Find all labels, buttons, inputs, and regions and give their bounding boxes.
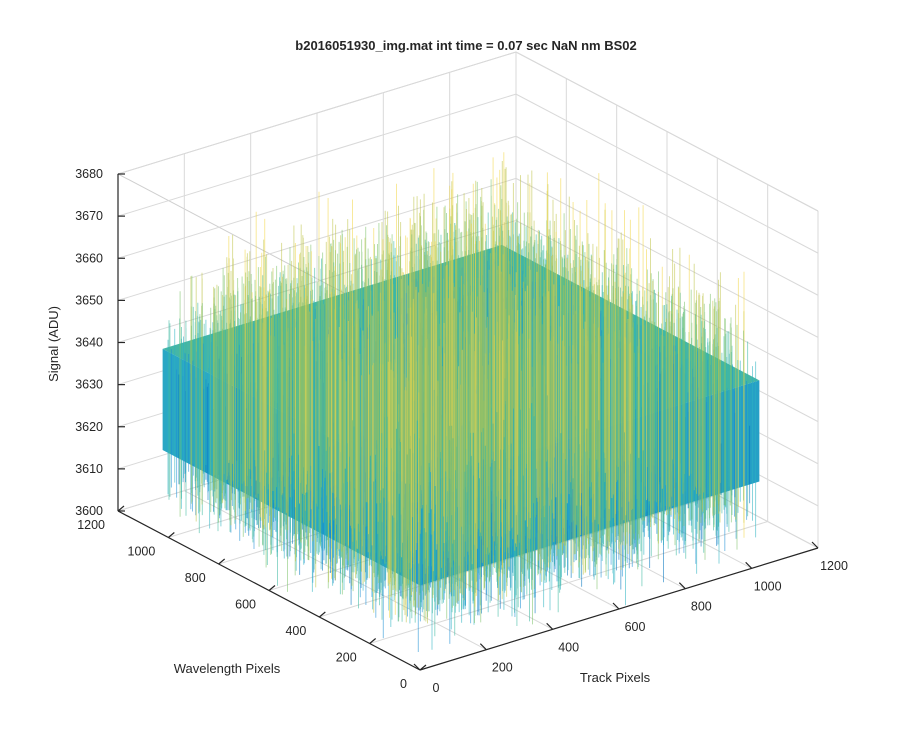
z-tick-label: 3620 — [75, 420, 103, 434]
y-tick-label: 800 — [185, 571, 206, 585]
z-tick-label: 3600 — [75, 504, 103, 518]
tick-marks — [117, 173, 819, 671]
x-tick — [745, 561, 753, 569]
z-tick-label: 3660 — [75, 251, 103, 265]
y-tick — [318, 611, 326, 618]
z-tick-label: 3680 — [75, 167, 103, 181]
x-tick — [811, 541, 819, 549]
wall-grid-z2 — [515, 51, 819, 212]
tick-labels: 0 200 400 600 800 1000 1200 0 200 400 600 800 1000 12… — [75, 167, 848, 695]
x-tick-label: 400 — [558, 640, 579, 654]
x-tick-label: 600 — [625, 620, 646, 634]
x-tick — [678, 582, 686, 590]
y-tick-label: 1000 — [128, 545, 156, 559]
x-tick — [479, 643, 487, 651]
wall-grid-z — [117, 51, 517, 175]
x-tick-label: 200 — [492, 661, 513, 675]
z-tick-label: 3640 — [75, 336, 103, 350]
x-axis-label: Track Pixels — [580, 670, 651, 685]
wall-grid-z2 — [515, 220, 819, 380]
y-tick — [268, 585, 276, 591]
z-tick-label: 3650 — [75, 293, 103, 307]
chart-title: b2016051930_img.mat int time = 0.07 sec … — [295, 38, 636, 53]
y-tick — [369, 638, 377, 644]
x-tick — [612, 602, 620, 610]
z-axis-label: Signal (ADU) — [46, 306, 61, 382]
x-tick-label: 0 — [433, 681, 440, 695]
x-tick-label: 1200 — [820, 559, 848, 573]
z-tick-label: 3670 — [75, 209, 103, 223]
x-tick-label: 800 — [691, 600, 712, 614]
y-tick-label: 1200 — [77, 518, 105, 532]
y-tick-label: 600 — [235, 598, 256, 612]
wall-grid-z — [117, 93, 517, 217]
surface-strokes — [228, 152, 745, 618]
y-tick — [218, 558, 226, 565]
wall-grid-z2 — [515, 135, 819, 296]
x-tick-label: 1000 — [754, 579, 782, 593]
x-tick — [413, 663, 421, 671]
wall-grid-z2 — [515, 93, 819, 254]
y-tick-label: 0 — [400, 677, 407, 691]
wall-grid-z2 — [515, 177, 819, 338]
x-tick — [546, 622, 554, 630]
y-tick — [419, 664, 427, 671]
y-tick — [117, 505, 125, 512]
y-tick — [167, 532, 175, 538]
y-tick-label: 200 — [336, 651, 357, 665]
surface-data — [162, 152, 760, 652]
wall-grid-z — [117, 135, 517, 259]
y-tick-label: 400 — [285, 624, 306, 638]
z-tick-label: 3610 — [75, 462, 103, 476]
y-axis-label: Wavelength Pixels — [174, 661, 281, 676]
z-tick-label: 3630 — [75, 378, 103, 392]
